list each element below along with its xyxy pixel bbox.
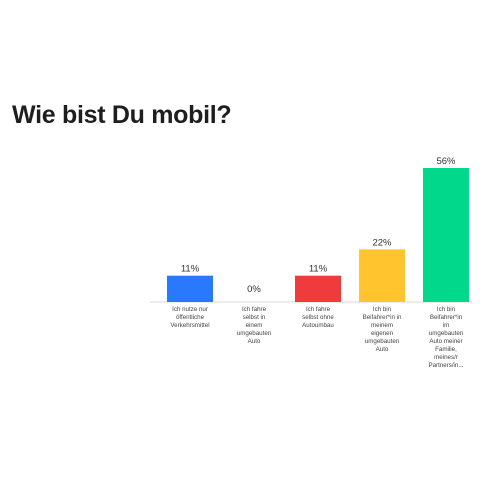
bar-value-label: 56% bbox=[436, 156, 456, 167]
category-label-line: umgebauten bbox=[365, 338, 400, 345]
category-label-line: umgebauten bbox=[237, 330, 272, 337]
category-label-line: Beifahrer*in in bbox=[363, 314, 402, 321]
bar bbox=[359, 249, 405, 302]
category-label-line: Partners/in... bbox=[428, 362, 463, 369]
chart-title: Wie bist Du mobil? bbox=[12, 101, 232, 129]
category-label-line: öffentliche bbox=[176, 314, 205, 321]
category-label-line: Ich fahre bbox=[242, 306, 267, 313]
category-label: Ich bin Beifahrer*in im umgebauten Auto mein… bbox=[428, 306, 463, 369]
bar-value-label: 0% bbox=[247, 284, 261, 295]
category-label-line: im bbox=[443, 322, 450, 329]
bar bbox=[167, 275, 213, 302]
category-label-line: Ich bin bbox=[437, 306, 456, 313]
category-label: Ich fahre selbst ohne Autoumbau bbox=[302, 306, 334, 329]
category-label-line: Ich nutze nur bbox=[172, 306, 208, 313]
bar bbox=[423, 168, 469, 302]
category-label-line: Autoumbau bbox=[302, 322, 334, 329]
category-label-line: Ich fahre bbox=[306, 306, 331, 313]
bar-value-label: 22% bbox=[372, 237, 392, 248]
bar-value-label: 11% bbox=[181, 264, 200, 275]
category-label-line: selbst in bbox=[243, 314, 266, 321]
category-label: Ich nutze nur öffentliche Verkehrsmittel bbox=[170, 306, 209, 329]
category-label-line: meinem bbox=[371, 322, 393, 329]
category-label-line: Familie, bbox=[435, 346, 457, 353]
category-label-line: Auto bbox=[376, 346, 389, 353]
bar bbox=[295, 275, 341, 302]
category-label: Ich fahre selbst in einem umgebauten Auto bbox=[237, 306, 272, 345]
category-label-line: meines/r bbox=[434, 354, 458, 361]
category-label-line: einem bbox=[246, 322, 263, 329]
category-label-line: selbst ohne bbox=[302, 314, 334, 321]
bar-value-label: 11% bbox=[309, 264, 328, 275]
category-label-line: eigenen bbox=[371, 330, 394, 337]
category-label-line: Ich bin bbox=[373, 306, 392, 313]
category-label: Ich bin Beifahrer*in in meinem eigenen umgeb… bbox=[363, 306, 402, 353]
category-label-line: Auto meiner bbox=[429, 338, 462, 345]
category-label-line: Auto bbox=[248, 338, 261, 345]
category-label-line: Beifahrer*in bbox=[430, 314, 463, 321]
category-label-line: Verkehrsmittel bbox=[170, 322, 209, 329]
category-label-line: umgebauten bbox=[429, 330, 464, 337]
